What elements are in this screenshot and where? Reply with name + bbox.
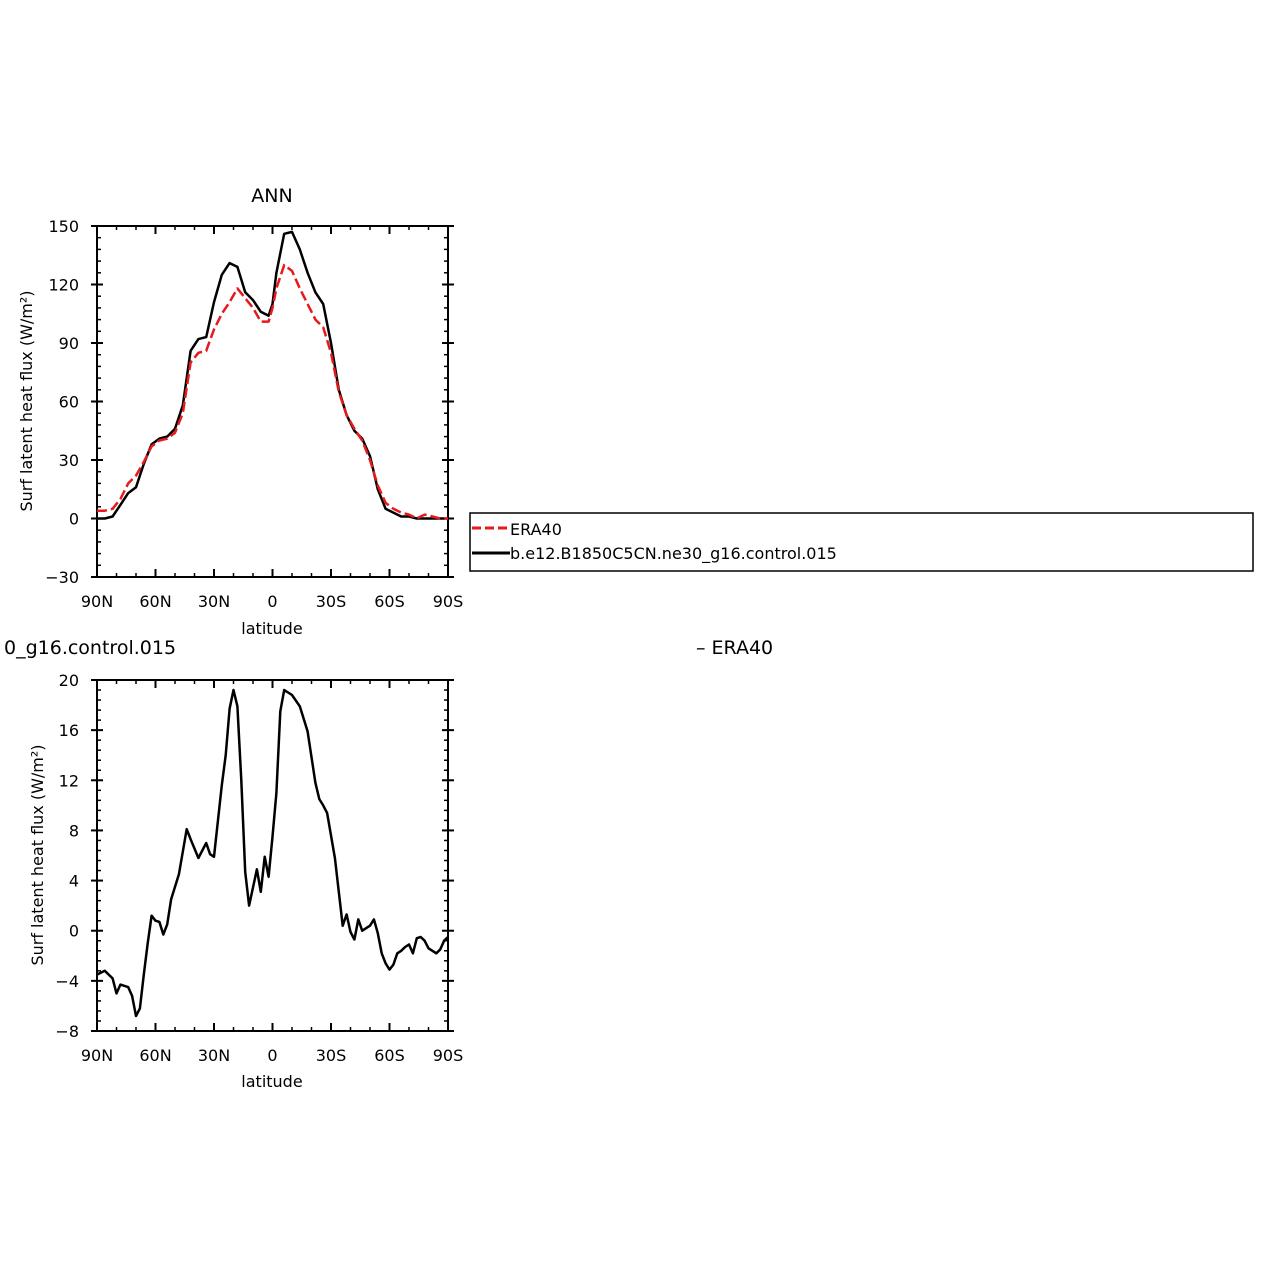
top-chart-ytick-label: 120	[48, 276, 79, 295]
top-chart-frame	[96, 225, 449, 578]
bottom-chart-frame	[96, 679, 449, 1032]
top-chart-series-line-1	[97, 230, 448, 520]
bottom-chart-ytick-label: −4	[55, 972, 79, 991]
bottom-chart-title-right: – ERA40	[696, 637, 773, 659]
bottom-chart-title-left: 0_g16.control.015	[4, 637, 176, 659]
bottom-chart-ylabel: Surf latent heat flux (W/m²)	[28, 744, 47, 965]
bottom-chart-ticks: 90N 60N 30N 0 30S 60S 90S −8 −4 0 4 8 12 16 20	[55, 671, 463, 1065]
bottom-chart-ytick-label: 12	[59, 771, 79, 790]
bottom-chart-panel: 0_g16.control.015 – ERA40 90N 60N 30N 0 30S 6…	[4, 637, 773, 1091]
top-chart-xlabel: latitude	[241, 619, 302, 638]
top-chart-ytick-label: 90	[59, 334, 79, 353]
top-chart-xtick-label: 30N	[198, 592, 230, 611]
top-chart-ylabel: Surf latent heat flux (W/m²)	[17, 290, 36, 511]
top-chart-ytick-label: 30	[59, 451, 79, 470]
bottom-chart-ytick-label: 16	[59, 721, 79, 740]
top-chart-series	[97, 230, 448, 520]
top-chart-ytick-label: 150	[48, 217, 79, 236]
bottom-chart-xlabel: latitude	[241, 1072, 302, 1091]
top-chart-xtick-label: 60S	[374, 592, 405, 611]
bottom-chart-xtick-label: 60N	[139, 1046, 171, 1065]
top-chart-xtick-label: 60N	[139, 592, 171, 611]
bottom-chart-ytick-label: 4	[69, 872, 79, 891]
top-chart-ytick-label: 0	[69, 510, 79, 529]
bottom-chart-xtick-label: 90N	[81, 1046, 113, 1065]
top-chart-ytick-label: 60	[59, 393, 79, 412]
top-chart-panel: ANN 90N 60N 30N 0 30S 60S 90S−300306090120150 …	[17, 185, 463, 638]
legend-box	[469, 512, 1254, 572]
top-chart-xtick-label: 0	[267, 592, 277, 611]
bottom-chart-ytick-label: −8	[55, 1022, 79, 1041]
bottom-chart-xtick-label: 0	[267, 1046, 277, 1065]
bottom-chart-series-line-0	[96, 688, 449, 1018]
legend-label-era40: ERA40	[510, 520, 562, 539]
legend-label-model: b.e12.B1850C5CN.ne30_g16.control.015	[510, 544, 837, 564]
top-chart-xtick-label: 90S	[433, 592, 464, 611]
top-chart-series-line-0	[97, 263, 448, 520]
top-chart-xtick-label: 90N	[81, 592, 113, 611]
bottom-chart-xtick-label: 90S	[433, 1046, 464, 1065]
bottom-chart-ytick-label: 0	[69, 922, 79, 941]
bottom-chart-ytick-label: 20	[59, 671, 79, 690]
top-chart-ytick-label: −30	[45, 568, 79, 587]
bottom-chart-xtick-label: 60S	[374, 1046, 405, 1065]
top-chart-xtick-label: 30S	[316, 592, 347, 611]
bottom-chart-series	[96, 688, 449, 1018]
top-chart-title: ANN	[251, 185, 292, 207]
bottom-chart-xtick-label: 30N	[198, 1046, 230, 1065]
bottom-chart-ytick-label: 8	[69, 821, 79, 840]
bottom-chart-xtick-label: 30S	[316, 1046, 347, 1065]
top-chart-ticks: 90N 60N 30N 0 30S 60S 90S −30 0 30 60 90 120 150	[45, 217, 463, 611]
legend: ERA40 b.e12.B1850C5CN.ne30_g16.control.0…	[469, 512, 1254, 572]
